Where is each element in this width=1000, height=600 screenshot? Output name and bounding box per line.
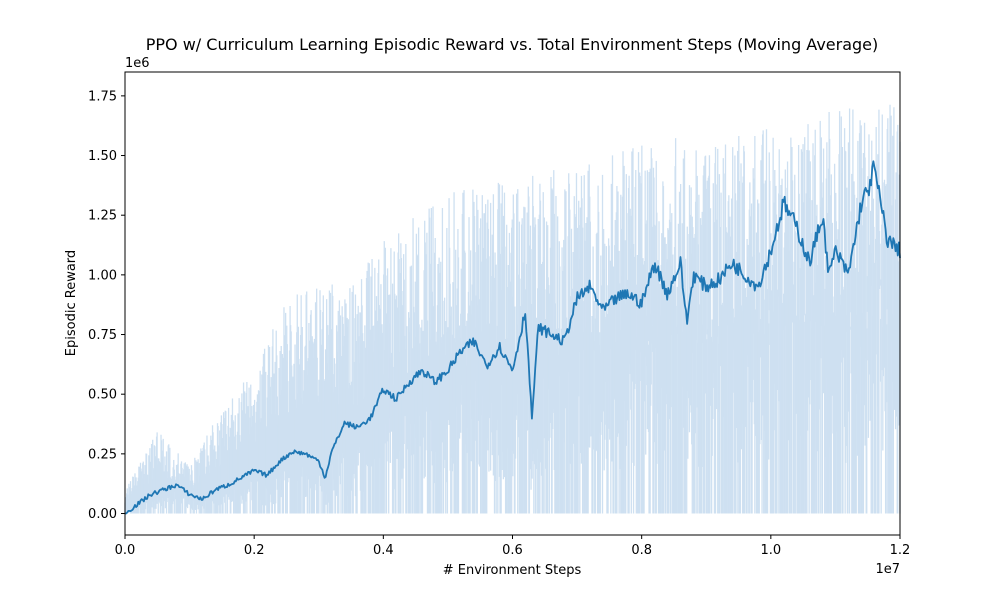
y-tick-label: 1.75 <box>88 89 117 104</box>
y-tick-label: 0.75 <box>88 328 117 343</box>
y-tick-label: 1.00 <box>88 268 117 283</box>
chart-title: PPO w/ Curriculum Learning Episodic Rewa… <box>146 35 879 54</box>
y-tick-label: 1.25 <box>88 209 117 224</box>
y-tick-label: 0.00 <box>88 507 117 522</box>
x-tick-label: 0.6 <box>502 543 523 558</box>
x-tick-label: 0.2 <box>244 543 265 558</box>
x-offset-text: 1e7 <box>875 562 900 577</box>
x-axis-label: # Environment Steps <box>443 563 582 578</box>
x-tick-label: 1.2 <box>890 543 911 558</box>
y-tick-label: 1.50 <box>88 149 117 164</box>
y-tick-label: 0.50 <box>88 388 117 403</box>
moving-average-line <box>124 160 901 515</box>
raw-reward-series <box>124 104 901 514</box>
x-tick-label: 0.4 <box>373 543 394 558</box>
x-tick-label: 0.8 <box>631 543 652 558</box>
plot-area: 0.0 0.2 0.4 0.6 0.8 1.0 1.2 0.00 0.25 0.50 0.75 1.0… <box>88 71 911 558</box>
y-axis-label: Episodic Reward <box>64 250 79 356</box>
y-offset-text: 1e6 <box>125 56 150 71</box>
x-tick-label: 0.0 <box>115 543 136 558</box>
y-tick-label: 0.25 <box>88 447 117 462</box>
x-tick-label: 1.0 <box>760 543 781 558</box>
